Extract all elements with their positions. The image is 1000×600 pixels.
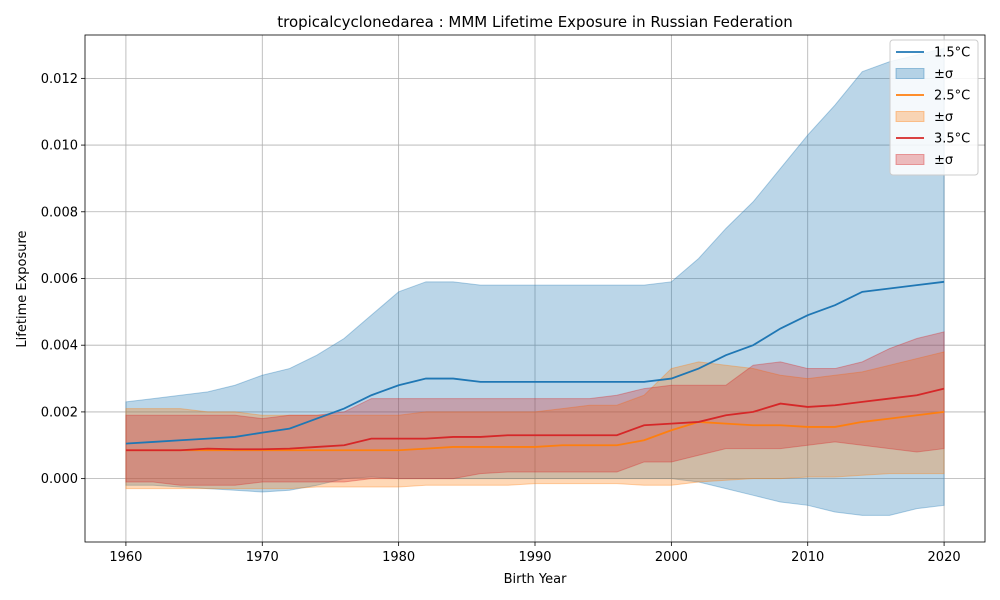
series-band <box>125 351 945 490</box>
x-tick-label: 1980 <box>382 550 415 565</box>
series-line <box>125 411 945 452</box>
x-tick-label: 2010 <box>791 550 824 565</box>
y-tick-label: 0.002 <box>41 405 78 420</box>
series-band <box>125 47 945 516</box>
y-tick-label: 0.010 <box>41 139 78 154</box>
legend-band-swatch <box>895 154 925 165</box>
x-axis-ticks: 1960 1970 1980 1990 2000 2010 2020 <box>109 542 961 565</box>
legend-band-swatch <box>895 68 925 79</box>
grid-layer <box>85 35 985 542</box>
legend-label: ±σ <box>934 67 953 82</box>
x-tick-label: 2000 <box>655 550 688 565</box>
legend-box <box>889 39 979 176</box>
legend-label: ±σ <box>934 110 953 125</box>
legend-band-swatch <box>895 111 925 122</box>
x-tick-label: 2020 <box>928 550 961 565</box>
y-tick-label: 0.006 <box>41 272 78 287</box>
legend-label: 3.5°C <box>934 132 970 147</box>
x-axis-label: Birth Year <box>504 572 568 587</box>
lines-layer <box>125 280 945 452</box>
x-tick-label: 1960 <box>109 550 142 565</box>
y-tick-label: 0.012 <box>41 72 78 87</box>
y-axis-ticks: 0.000 0.002 0.004 0.006 0.008 0.010 0.012 <box>41 72 85 487</box>
legend: 1.5°C ±σ 2.5°C ±σ 3.5°C ±σ <box>889 39 979 176</box>
legend-label: 2.5°C <box>934 89 970 104</box>
y-tick-label: 0.008 <box>41 205 78 220</box>
series-line <box>125 280 945 445</box>
legend-label: ±σ <box>934 153 953 168</box>
x-tick-label: 1990 <box>518 550 551 565</box>
x-tick-label: 1970 <box>246 550 279 565</box>
y-tick-label: 0.000 <box>41 472 78 487</box>
series-line <box>125 387 945 452</box>
legend-label: 1.5°C <box>934 46 970 61</box>
y-axis-label: Lifetime Exposure <box>15 230 30 347</box>
y-tick-label: 0.004 <box>41 339 78 354</box>
chart-title: tropicalcyclonedarea : MMM Lifetime Expo… <box>277 13 793 31</box>
